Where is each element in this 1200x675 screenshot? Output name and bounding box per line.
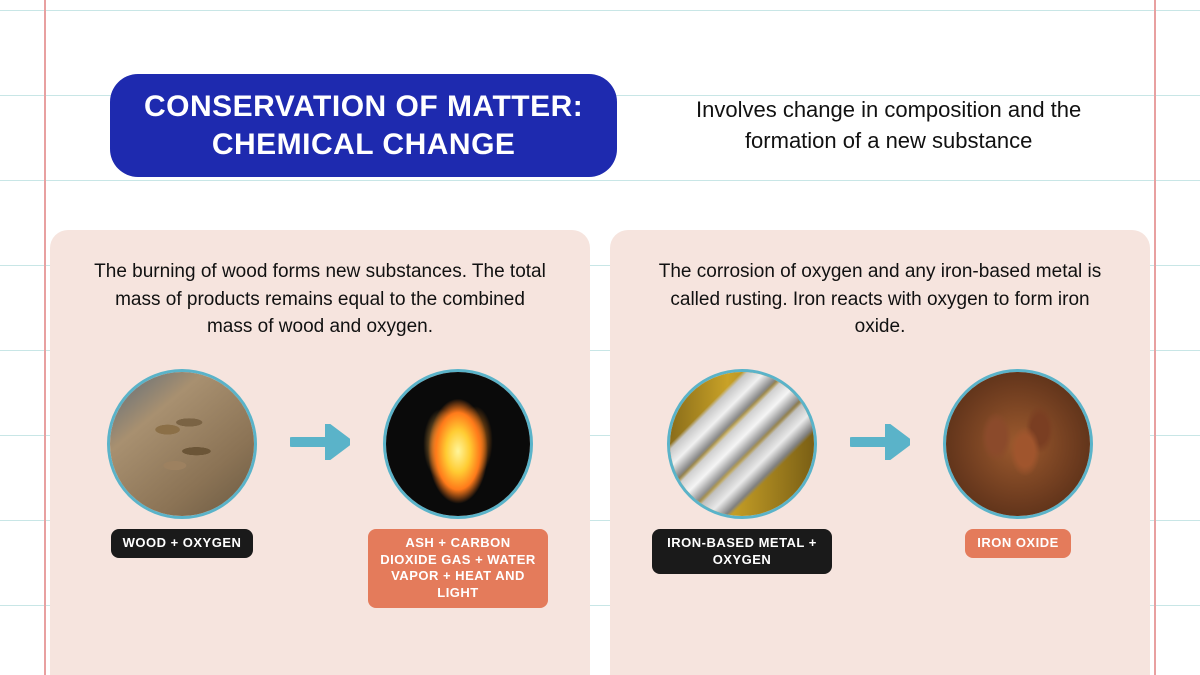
rust-image bbox=[943, 369, 1093, 519]
card-desc: The corrosion of oxygen and any iron-bas… bbox=[650, 258, 1110, 341]
fire-image bbox=[383, 369, 533, 519]
reaction-row: IRON-BASED METAL + OXYGEN IRON OXIDE bbox=[640, 369, 1120, 575]
reactant-node: IRON-BASED METAL + OXYGEN bbox=[652, 369, 832, 575]
title-badge: CONSERVATION OF MATTER: CHEMICAL CHANGE bbox=[110, 74, 617, 177]
reactant-node: WOOD + OXYGEN bbox=[92, 369, 272, 558]
reaction-row: WOOD + OXYGEN ASH + CARBON DIOXIDE GAS +… bbox=[80, 369, 560, 609]
subtitle: Involves change in composition and the f… bbox=[657, 95, 1120, 157]
card-burning-wood: The burning of wood forms new substances… bbox=[50, 230, 590, 675]
arrow-icon bbox=[850, 424, 910, 460]
reactant-label: IRON-BASED METAL + OXYGEN bbox=[652, 529, 832, 575]
chain-image bbox=[667, 369, 817, 519]
card-desc: The burning of wood forms new substances… bbox=[90, 258, 550, 341]
wood-image bbox=[107, 369, 257, 519]
product-label: IRON OXIDE bbox=[965, 529, 1071, 558]
product-node: IRON OXIDE bbox=[928, 369, 1108, 558]
card-rusting: The corrosion of oxygen and any iron-bas… bbox=[610, 230, 1150, 675]
arrow-icon bbox=[290, 424, 350, 460]
header: CONSERVATION OF MATTER: CHEMICAL CHANGE … bbox=[110, 74, 1120, 177]
title-line2: CHEMICAL CHANGE bbox=[144, 126, 583, 164]
cards-row: The burning of wood forms new substances… bbox=[50, 230, 1150, 675]
reactant-label: WOOD + OXYGEN bbox=[111, 529, 254, 558]
product-label: ASH + CARBON DIOXIDE GAS + WATER VAPOR +… bbox=[368, 529, 548, 609]
title-line1: CONSERVATION OF MATTER: bbox=[144, 88, 583, 126]
product-node: ASH + CARBON DIOXIDE GAS + WATER VAPOR +… bbox=[368, 369, 548, 609]
